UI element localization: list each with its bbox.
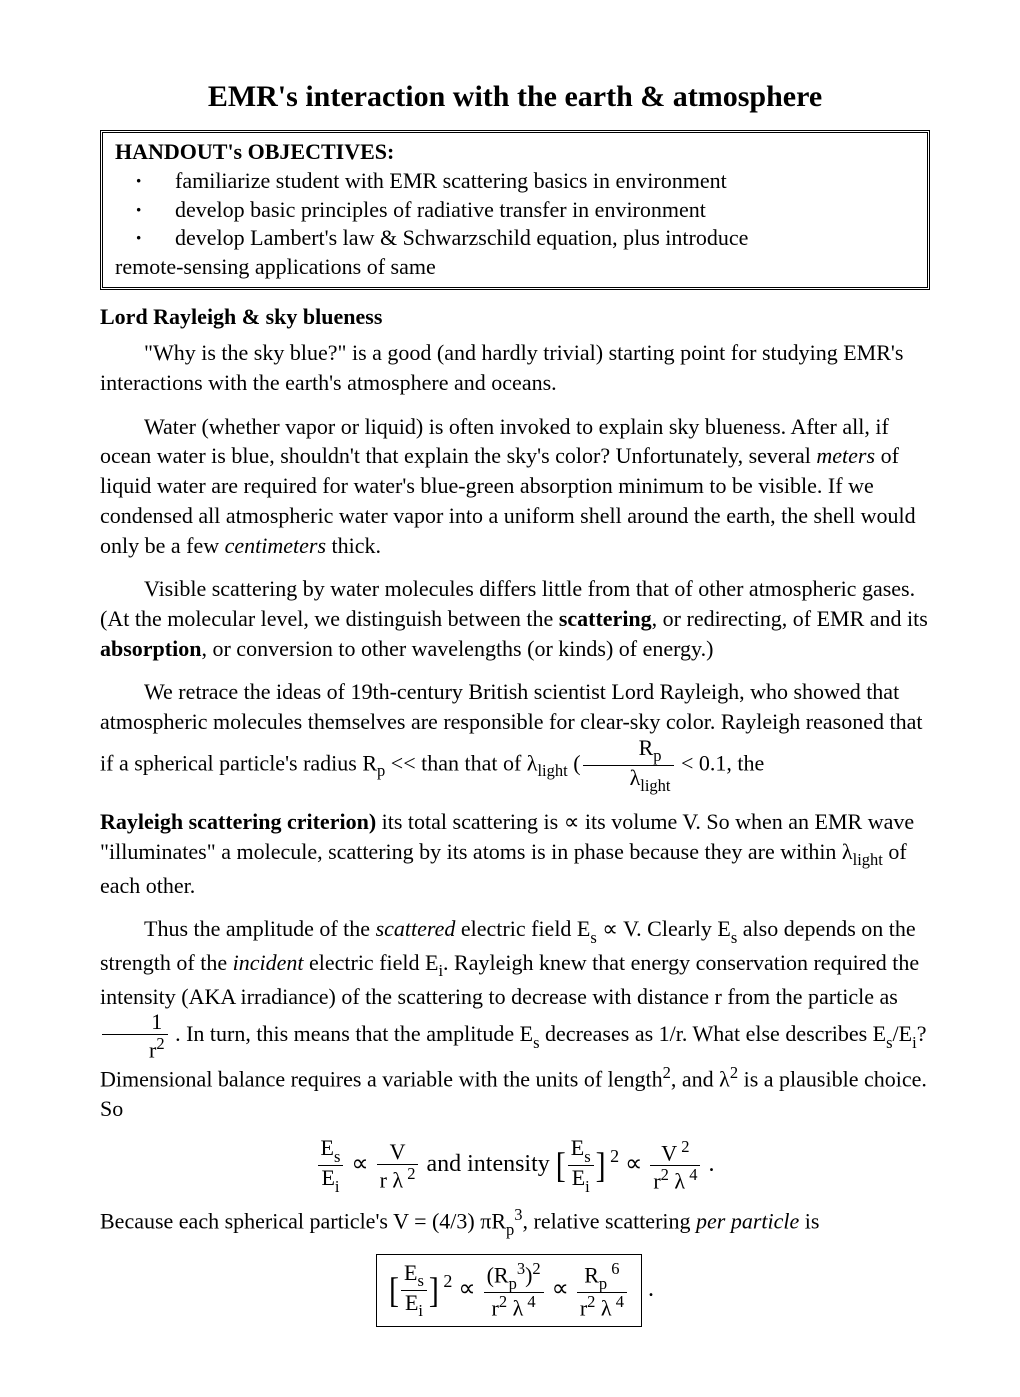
denominator: r2 λ 4 <box>484 1293 544 1319</box>
fraction: V 2 r2 λ 4 <box>650 1139 700 1193</box>
denominator: r2 λ 4 <box>650 1166 700 1192</box>
text: electric field E <box>455 916 590 941</box>
italic-text: per particle <box>696 1209 799 1234</box>
italic-text: centimeters <box>225 533 326 558</box>
numerator: Es <box>318 1137 344 1166</box>
bracket-icon: [ <box>556 1144 566 1187</box>
fraction: Es Ei <box>318 1137 344 1194</box>
superscript: 2 <box>663 1063 671 1082</box>
fraction: Rp 6 r2 λ 4 <box>577 1261 627 1320</box>
equation-1: Es Ei ∝ V r λ 2 and intensity [ Es Ei ] … <box>100 1137 930 1194</box>
superscript: 2 <box>606 1146 620 1166</box>
denominator: Ei <box>568 1166 594 1194</box>
text: is <box>799 1209 819 1234</box>
subscript: s <box>533 1033 539 1052</box>
bracket-icon: ] <box>429 1269 439 1312</box>
subscript: s <box>590 928 596 947</box>
objectives-heading: HANDOUT's OBJECTIVES: <box>115 139 915 165</box>
objectives-trailing: remote-sensing applications of same <box>115 253 915 282</box>
text: ∝ V. Clearly E <box>597 916 731 941</box>
subscript: s <box>886 1033 892 1052</box>
objective-item: develop Lambert's law & Schwarzschild eq… <box>115 224 915 253</box>
subscript: s <box>731 928 737 947</box>
boxed-equation: [ Es Ei ] 2 ∝ (Rp3)2 r2 λ 4 ∝ Rp 6 r2 λ … <box>376 1254 642 1327</box>
proportional: ∝ <box>552 1276 575 1302</box>
text: /E <box>893 1022 913 1047</box>
equation-2: [ Es Ei ] 2 ∝ (Rp3)2 r2 λ 4 ∝ Rp 6 r2 λ … <box>100 1254 930 1327</box>
fraction: Es Ei <box>568 1137 594 1194</box>
objective-item: familiarize student with EMR scattering … <box>115 167 915 196</box>
denominator: r λ 2 <box>377 1165 419 1191</box>
section-heading: Lord Rayleigh & sky blueness <box>100 304 930 330</box>
fraction: Rpλlight <box>583 737 674 794</box>
text: << than that of λ <box>385 750 537 775</box>
denominator: Ei <box>318 1166 344 1194</box>
superscript: 2 <box>730 1063 738 1082</box>
subscript: i <box>912 1033 917 1052</box>
numerator: Es <box>401 1262 427 1291</box>
text: and intensity <box>426 1151 555 1177</box>
subscript: light <box>853 850 883 869</box>
bold-text: absorption <box>100 636 201 661</box>
subscript: i <box>438 961 443 980</box>
fraction: 1r2 <box>102 1011 168 1061</box>
numerator: (Rp3)2 <box>484 1261 544 1293</box>
objectives-box: HANDOUT's OBJECTIVES: familiarize studen… <box>100 130 930 290</box>
fraction: Es Ei <box>401 1262 427 1319</box>
text: . <box>642 1276 654 1302</box>
para-7: Because each spherical particle's V = (4… <box>100 1204 930 1240</box>
text: Thus the amplitude of the <box>144 916 376 941</box>
numerator: Es <box>568 1137 594 1166</box>
text: , or conversion to other wavelengths (or… <box>201 636 713 661</box>
para-1: "Why is the sky blue?" is a good (and ha… <box>100 338 930 397</box>
numerator: V 2 <box>650 1139 700 1166</box>
para-3: Visible scattering by water molecules di… <box>100 574 930 663</box>
denominator: Ei <box>401 1291 427 1319</box>
text: , and λ <box>671 1066 730 1091</box>
bold-text: scattering <box>559 606 652 631</box>
text: electric field E <box>303 950 438 975</box>
proportional: ∝ <box>458 1276 481 1302</box>
italic-text: meters <box>816 443 875 468</box>
subscript: p <box>506 1220 514 1239</box>
denominator: r2 <box>102 1035 168 1061</box>
bold-text: Rayleigh scattering criterion) <box>100 809 376 834</box>
italic-text: scattered <box>376 916 456 941</box>
numerator: V <box>377 1141 419 1165</box>
page-title: EMR's interaction with the earth & atmos… <box>100 80 930 114</box>
superscript: 2 <box>439 1271 453 1291</box>
text: ( <box>568 750 581 775</box>
proportional: ∝ <box>351 1151 374 1177</box>
numerator: Rp 6 <box>577 1261 627 1293</box>
para-5: Rayleigh scattering criterion) its total… <box>100 807 930 900</box>
bracket-icon: ] <box>596 1144 606 1187</box>
text: . In turn, this means that the amplitude… <box>170 1022 534 1047</box>
text: decreases as 1/r. What else describes E <box>540 1022 887 1047</box>
fraction: (Rp3)2 r2 λ 4 <box>484 1261 544 1320</box>
italic-text: incident <box>233 950 304 975</box>
text: , or redirecting, of EMR and its <box>652 606 928 631</box>
para-2: Water (whether vapor or liquid) is often… <box>100 412 930 560</box>
para-4: We retrace the ideas of 19th-century Bri… <box>100 677 930 793</box>
denominator: λlight <box>583 766 674 794</box>
page: EMR's interaction with the earth & atmos… <box>0 0 1020 1397</box>
numerator: 1 <box>102 1011 168 1035</box>
subscript: light <box>537 761 567 780</box>
text: < 0.1, the <box>676 750 765 775</box>
numerator: Rp <box>583 737 674 766</box>
denominator: r2 λ 4 <box>577 1293 627 1319</box>
text: thick. <box>326 533 381 558</box>
fraction: V r λ 2 <box>377 1141 419 1191</box>
para-6: Thus the amplitude of the scattered elec… <box>100 914 930 1123</box>
text: Because each spherical particle's V = (4… <box>100 1209 506 1234</box>
proportional: ∝ <box>625 1151 648 1177</box>
text: Water (whether vapor or liquid) is often… <box>100 414 889 469</box>
superscript: 3 <box>514 1205 522 1224</box>
text: , relative scattering <box>523 1209 696 1234</box>
text: . <box>708 1151 714 1177</box>
objectives-list: familiarize student with EMR scattering … <box>115 167 915 253</box>
subscript: p <box>377 761 385 780</box>
bracket-icon: [ <box>389 1269 399 1312</box>
objective-item: develop basic principles of radiative tr… <box>115 196 915 225</box>
